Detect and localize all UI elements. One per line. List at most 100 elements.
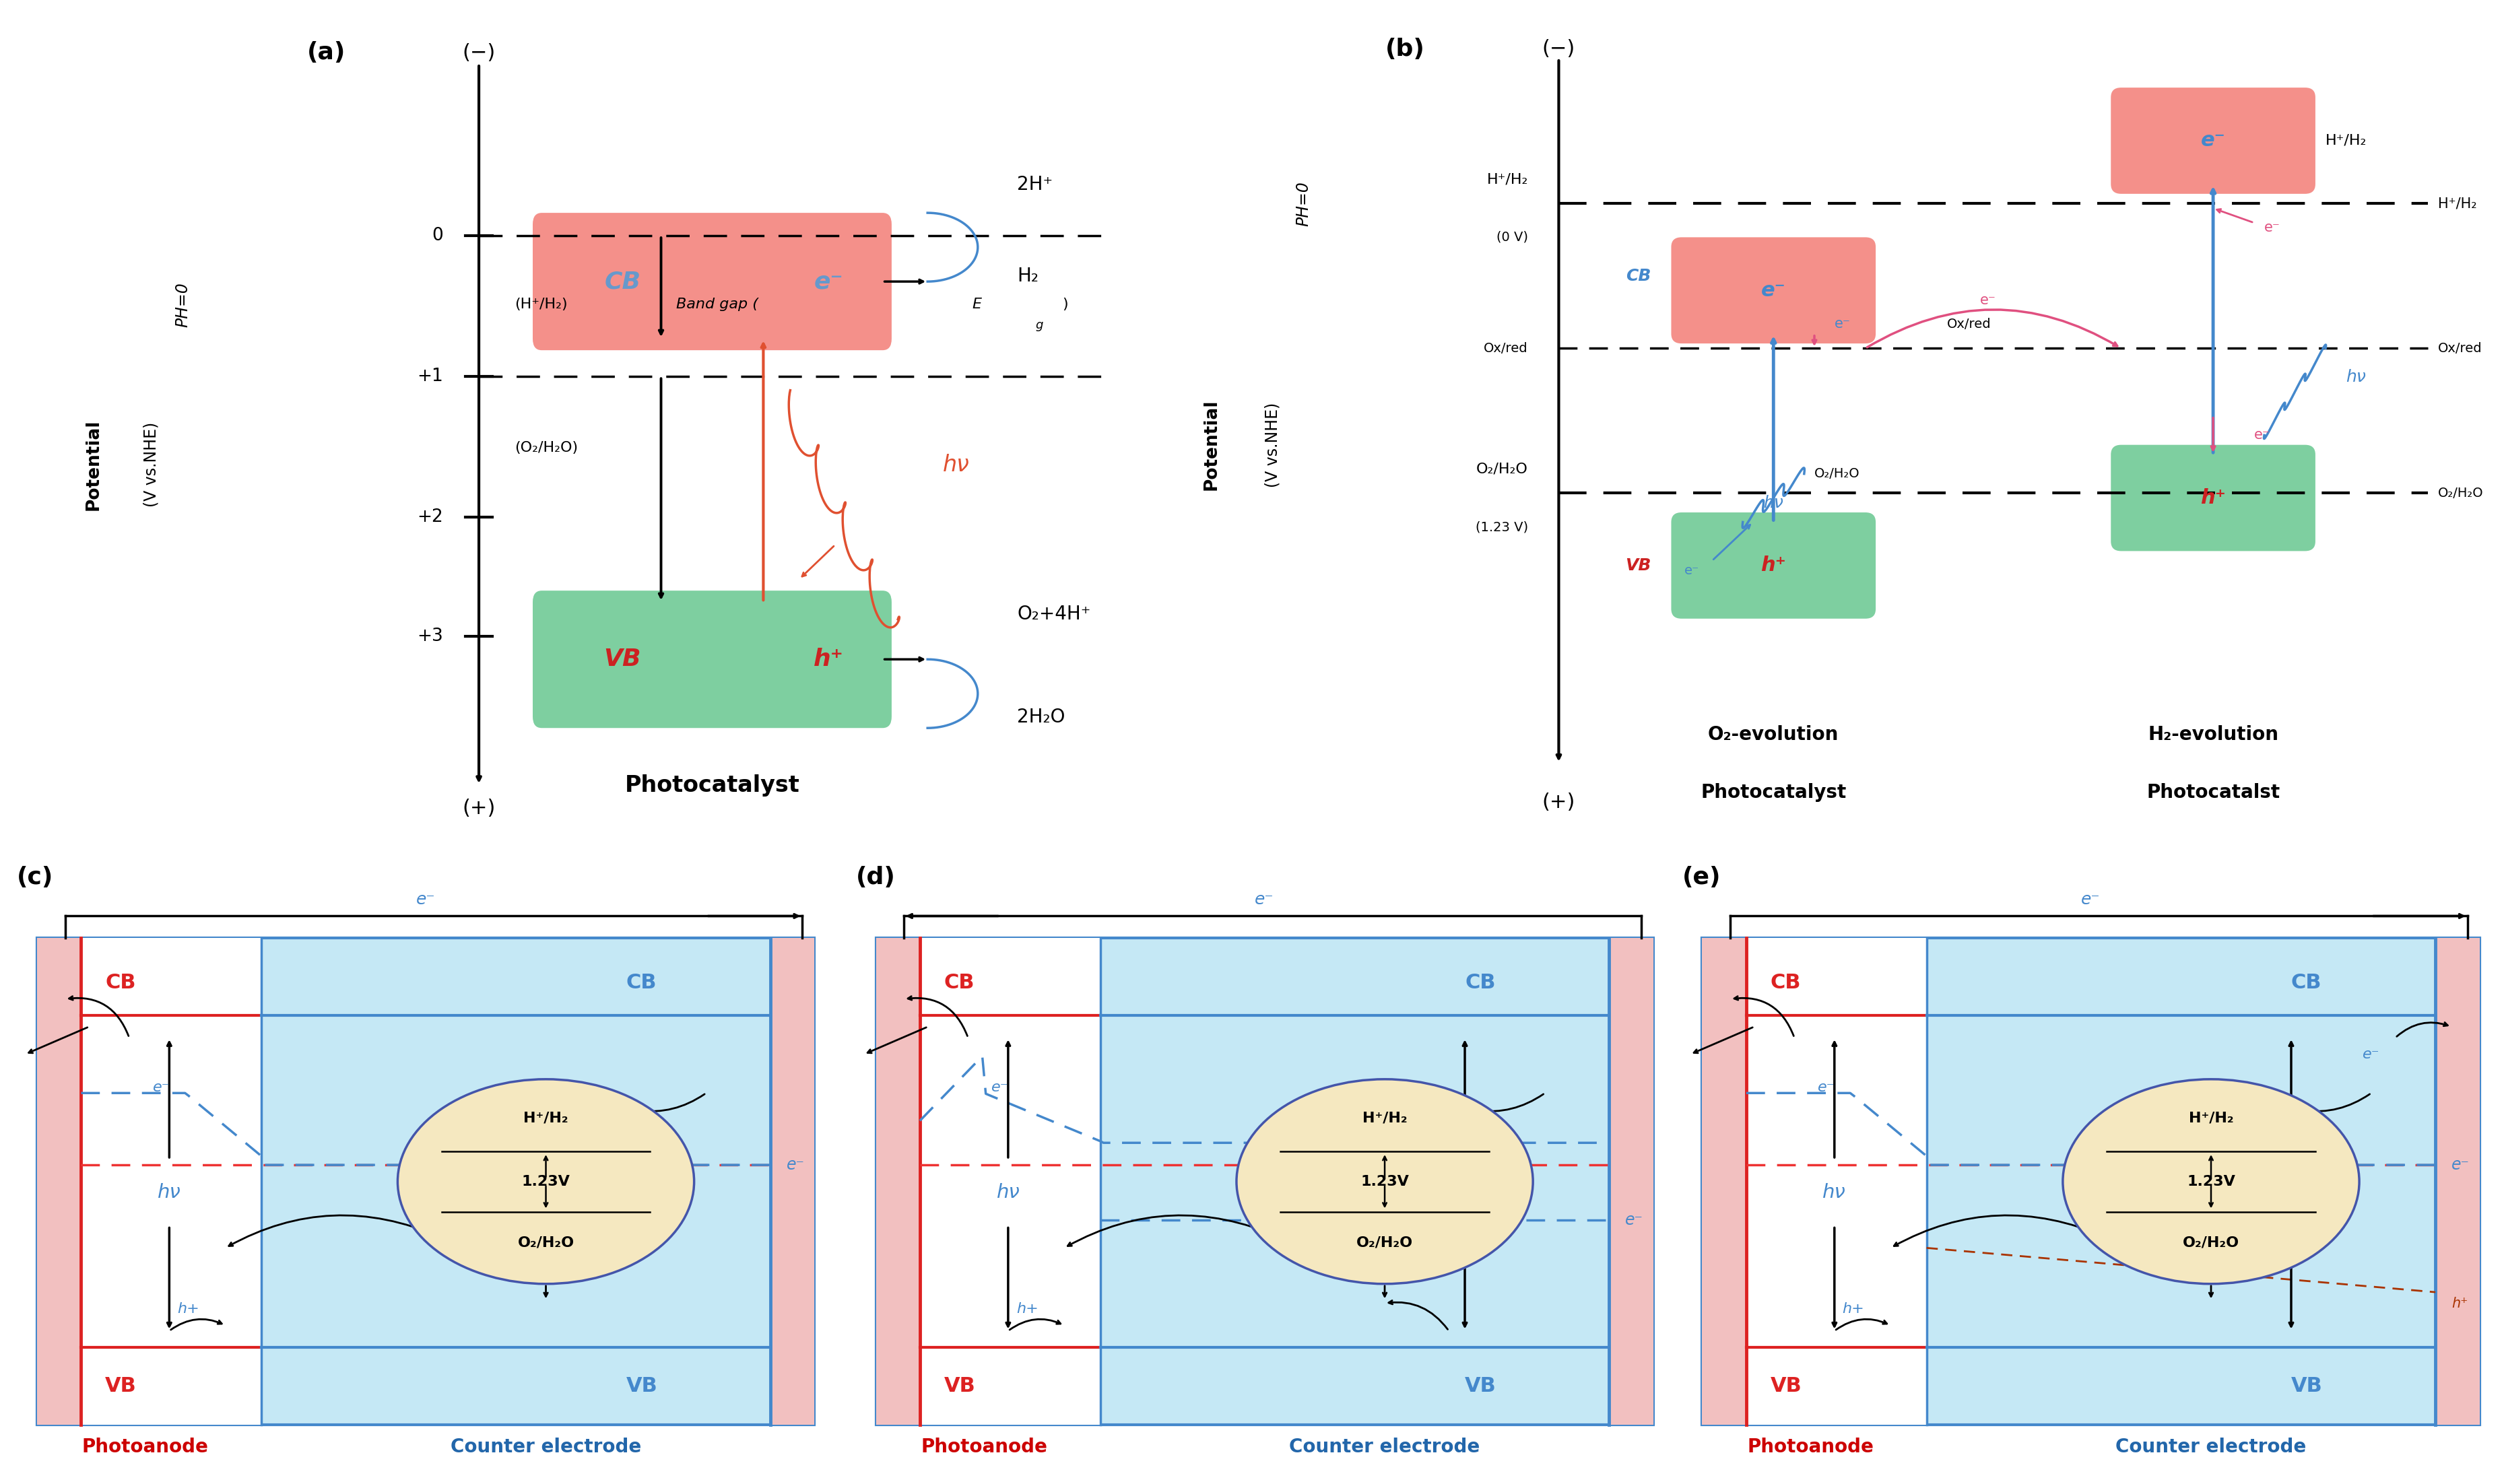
Bar: [876, 938, 1653, 1425]
Circle shape: [1237, 1079, 1532, 1284]
Text: H⁺/H₂: H⁺/H₂: [2326, 134, 2366, 147]
Bar: [38, 938, 80, 1425]
Circle shape: [2063, 1079, 2359, 1284]
Text: h+: h+: [1017, 1301, 1039, 1315]
Text: VB: VB: [1625, 558, 1650, 574]
Text: H₂-evolution: H₂-evolution: [2148, 726, 2279, 743]
Text: e⁻: e⁻: [153, 1080, 170, 1094]
Text: h⁺: h⁺: [2451, 1297, 2469, 1310]
FancyBboxPatch shape: [533, 212, 891, 350]
Bar: [771, 938, 814, 1425]
Text: 0: 0: [431, 227, 443, 245]
Text: Photoanode: Photoanode: [83, 1438, 208, 1456]
Text: O₂/H₂O: O₂/H₂O: [1815, 467, 1860, 481]
Text: e⁻: e⁻: [1685, 564, 1700, 577]
Text: Photoanode: Photoanode: [1748, 1438, 1873, 1456]
Text: h⁺: h⁺: [1760, 556, 1785, 576]
Text: O₂/H₂O: O₂/H₂O: [2439, 487, 2484, 500]
Text: h⁺: h⁺: [2201, 488, 2226, 508]
Bar: [876, 938, 919, 1425]
Text: VB: VB: [944, 1377, 977, 1396]
FancyBboxPatch shape: [2111, 445, 2316, 551]
Text: O₂/H₂O: O₂/H₂O: [1357, 1236, 1412, 1250]
Text: Potential: Potential: [85, 418, 103, 510]
Text: e⁻: e⁻: [416, 892, 436, 908]
Text: Band gap (: Band gap (: [676, 298, 759, 312]
Text: CB: CB: [105, 972, 135, 993]
Text: H⁺/H₂: H⁺/H₂: [2439, 197, 2476, 211]
Text: CB: CB: [1770, 972, 1800, 993]
Text: e⁻: e⁻: [2201, 131, 2226, 150]
Text: Photocatalyst: Photocatalyst: [1700, 784, 1845, 801]
Text: Photoanode: Photoanode: [921, 1438, 1047, 1456]
Bar: [1703, 938, 1745, 1425]
Text: e⁻: e⁻: [992, 1080, 1009, 1094]
Text: 1.23V: 1.23V: [1360, 1175, 1410, 1189]
Text: e⁻: e⁻: [786, 1158, 804, 1172]
Text: (H⁺/H₂): (H⁺/H₂): [516, 298, 568, 312]
Text: hν: hν: [2336, 1156, 2359, 1174]
Text: (O₂/H₂O): (O₂/H₂O): [516, 441, 578, 454]
Text: H₂: H₂: [1017, 267, 1039, 285]
Bar: [1703, 938, 1926, 1425]
Text: Counter electrode: Counter electrode: [2116, 1438, 2306, 1456]
Text: e⁻: e⁻: [2264, 221, 2281, 234]
Text: H⁺/H₂: H⁺/H₂: [2188, 1112, 2234, 1125]
Text: (a): (a): [308, 42, 346, 64]
Text: (V vs.NHE): (V vs.NHE): [143, 423, 160, 508]
Bar: [876, 938, 1099, 1425]
Text: hν: hν: [1763, 494, 1783, 510]
Text: (+): (+): [1542, 792, 1575, 812]
FancyBboxPatch shape: [533, 591, 891, 729]
Text: e⁻: e⁻: [1835, 318, 1850, 331]
Text: hν: hν: [944, 454, 969, 476]
FancyBboxPatch shape: [2111, 88, 2316, 194]
Text: (+): (+): [463, 798, 496, 818]
Text: CB: CB: [603, 270, 641, 292]
Text: (1.23 V): (1.23 V): [1475, 521, 1527, 533]
Bar: [38, 938, 814, 1425]
Text: e⁻: e⁻: [1818, 1080, 1835, 1094]
Text: hν: hν: [1823, 1183, 1845, 1202]
Text: VB: VB: [603, 649, 641, 671]
Text: VB: VB: [1465, 1377, 1497, 1396]
Text: VB: VB: [626, 1377, 659, 1396]
Text: CB: CB: [1465, 972, 1495, 993]
Text: Potential: Potential: [1202, 399, 1219, 490]
Text: CB: CB: [626, 972, 656, 993]
Text: Ox/red: Ox/red: [1485, 341, 1527, 355]
Text: O₂/H₂O: O₂/H₂O: [1477, 462, 1527, 476]
Text: h+: h+: [1843, 1301, 1865, 1315]
Text: e⁻: e⁻: [2364, 1048, 2379, 1061]
Bar: [38, 938, 260, 1425]
Text: O₂/H₂O: O₂/H₂O: [518, 1236, 573, 1250]
Text: +1: +1: [416, 368, 443, 386]
Text: (d): (d): [856, 865, 896, 889]
Bar: [1610, 938, 1653, 1425]
Text: O₂/H₂O: O₂/H₂O: [2183, 1236, 2239, 1250]
Text: CB: CB: [1625, 267, 1650, 283]
Text: (e): (e): [1683, 865, 1720, 889]
Text: h⁺: h⁺: [814, 649, 844, 671]
Text: +3: +3: [416, 628, 443, 646]
Text: e⁻: e⁻: [1625, 1212, 1643, 1229]
Text: H⁺/H₂: H⁺/H₂: [1487, 172, 1527, 186]
Text: e⁻: e⁻: [1760, 280, 1785, 300]
Text: h+: h+: [178, 1301, 200, 1315]
Text: hν: hν: [997, 1183, 1019, 1202]
Text: VB: VB: [105, 1377, 138, 1396]
Text: 2H₂O: 2H₂O: [1017, 708, 1064, 726]
Bar: [2436, 938, 2479, 1425]
Text: E: E: [972, 298, 982, 312]
Text: h+: h+: [2254, 1186, 2276, 1199]
Text: ): ): [1062, 298, 1067, 312]
Text: (b): (b): [1385, 37, 1425, 61]
Text: e⁻: e⁻: [1255, 892, 1275, 908]
Text: VB: VB: [2291, 1377, 2324, 1396]
Bar: [1703, 938, 2479, 1425]
Text: +2: +2: [416, 509, 443, 527]
Text: H⁺/H₂: H⁺/H₂: [1362, 1112, 1407, 1125]
Text: e⁻: e⁻: [814, 270, 844, 292]
Circle shape: [398, 1079, 694, 1284]
Text: h+: h+: [1427, 1186, 1450, 1199]
